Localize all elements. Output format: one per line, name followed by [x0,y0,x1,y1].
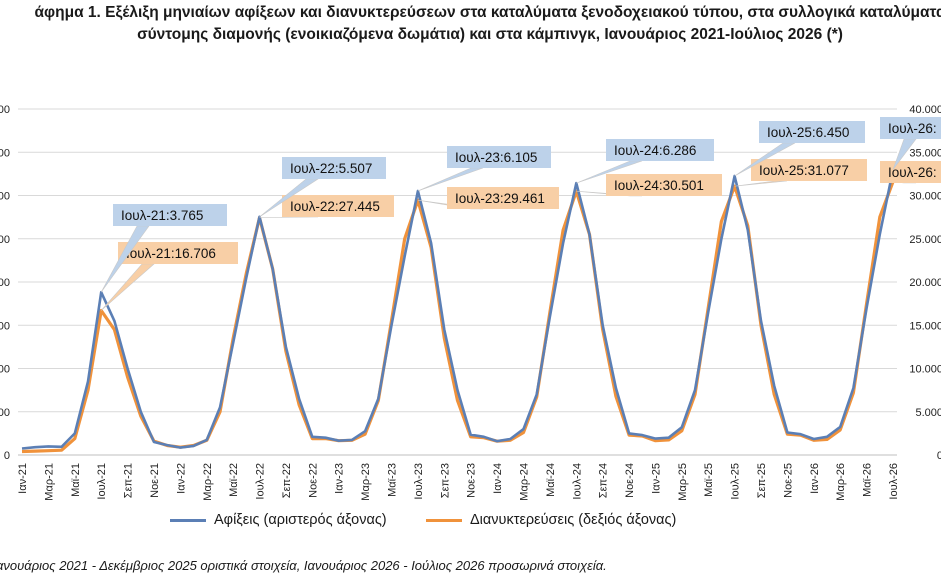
right-tick-label: 25.000 [909,234,941,246]
x-tick-label: Ιαν-26 [809,463,821,494]
x-tick-label: Μαρ-23 [360,463,372,501]
x-tick-label: Ιουλ-21 [96,463,108,500]
x-tick-label: Σεπ-22 [281,463,293,498]
x-tick-label: Μαϊ-24 [545,463,557,497]
x-tick-label: Μαρ-25 [677,463,689,501]
nights-callout-pointer [100,263,155,311]
x-tick-label: Σεπ-21 [123,463,135,498]
arrivals-callout-label: Ιουλ-23:6.105 [455,150,537,165]
title-line-2: σύντομης διαμονής (ενοικιαζόμενα δωμάτια… [137,26,843,43]
left-tick-label: 2.000 [0,364,10,376]
arrivals-callout-label: Ιουλ-21:3.765 [121,208,203,223]
nights-callout-label: Ιουλ-23:29.461 [455,191,545,206]
x-tick-label: Ιουλ-22 [255,463,267,500]
x-tick-label: Σεπ-23 [439,463,451,498]
x-tick-label: Ιουλ-24 [571,463,583,500]
right-tick-label: 10.000 [909,364,941,376]
nights-callout-label: Ιουλ-26: [888,165,937,180]
left-tick-label: 7.000 [0,147,10,159]
right-tick-label: 35.000 [909,147,941,159]
x-tick-label: Νοε-24 [624,463,636,498]
x-tick-label: Μαϊ-23 [387,463,399,497]
left-tick-label: 4.000 [0,277,10,289]
nights-callout-box [118,242,238,264]
legend-arrivals-swatch [170,518,206,522]
legend-nights-label: Διανυκτερεύσεις (δεξιός άξονας) [470,512,677,528]
x-tick-label: Μαρ-26 [835,463,847,501]
chart-title: άφημα 1. Εξέλιξη μηνιαίων αφίξεων και δι… [0,2,941,46]
x-tick-label: Νοε-22 [307,463,319,498]
nights-callout-box [751,159,867,181]
nights-callout-label: Ιουλ-25:31.077 [759,163,849,178]
x-tick-label: Νοε-25 [782,463,794,498]
left-tick-label: 5.000 [0,234,10,246]
x-tick-label: Μαρ-21 [43,463,55,501]
right-tick-label: 30.000 [909,191,941,203]
right-tick-label: 5.000 [915,407,941,419]
arrivals-callout-box [282,157,386,179]
x-tick-label: Μαϊ-26 [862,463,874,497]
x-tick-label: Ιαν-22 [175,463,187,494]
nights-callout-box [606,174,722,196]
series-line-arrivals [21,169,895,450]
x-tick-label: Ιαν-23 [334,463,346,494]
left-tick-label: 6.000 [0,191,10,203]
nights-callout-box [282,195,394,217]
right-tick-label: 40.000 [909,104,941,116]
nights-callout-label: Ιουλ-21:16.706 [126,246,216,261]
arrivals-callout-box [113,204,227,226]
x-tick-label: Ιαν-21 [17,463,29,494]
arrivals-callout-box [880,117,941,139]
left-tick-label: 3.000 [0,320,10,332]
right-tick-label: 0 [937,450,941,462]
legend-nights-swatch [426,518,462,522]
x-tick-label: Ιουλ-25 [730,463,742,500]
nights-callout-box [447,187,559,209]
arrivals-callout-box [606,139,714,161]
footnote: ανουάριος 2021 - Δεκέμβριος 2025 οριστικ… [0,558,607,573]
x-tick-label: Μαϊ-22 [228,463,240,497]
arrivals-callout-box [447,146,551,168]
arrivals-callout-label: Ιουλ-22:5.507 [290,161,372,176]
x-tick-label: Ιαν-24 [492,463,504,494]
left-tick-label: 0 [4,450,10,462]
arrivals-callout-label: Ιουλ-26: [888,121,937,136]
x-tick-label: Ιαν-25 [650,463,662,494]
nights-callout-label: Ιουλ-22:27.445 [290,199,380,214]
x-tick-label: Ιουλ-26 [888,463,900,500]
title-line-1: άφημα 1. Εξέλιξη μηνιαίων αφίξεων και δι… [34,4,941,21]
x-tick-label: Μαϊ-21 [70,463,82,497]
nights-callout-pointer [259,216,319,218]
x-tick-label: Σεπ-25 [756,463,768,498]
arrivals-callout-label: Ιουλ-24:6.286 [614,143,696,158]
nights-callout-label: Ιουλ-24:30.501 [614,178,704,193]
right-tick-label: 20.000 [909,277,941,289]
x-tick-label: Ιουλ-23 [413,463,425,500]
legend-arrivals-label: Αφίξεις (αριστερός άξονας) [214,512,387,528]
arrivals-callout-box [759,121,865,143]
legend-arrivals: Αφίξεις (αριστερός άξονας) [170,512,387,528]
x-tick-label: Σεπ-24 [598,463,610,498]
x-tick-label: Νοε-23 [466,463,478,498]
legend-nights: Διανυκτερεύσεις (δεξιός άξονας) [426,512,676,528]
x-tick-label: Μαρ-22 [202,463,214,501]
x-tick-label: Μαρ-24 [518,463,530,501]
left-tick-label: 1.000 [0,407,10,419]
left-tick-label: 8.000 [0,104,10,116]
right-tick-label: 15.000 [909,320,941,332]
arrivals-callout-label: Ιουλ-25:6.450 [767,125,849,140]
x-tick-label: Μαϊ-25 [703,463,715,497]
x-tick-label: Νοε-21 [149,463,161,498]
nights-callout-pointer [734,180,788,187]
